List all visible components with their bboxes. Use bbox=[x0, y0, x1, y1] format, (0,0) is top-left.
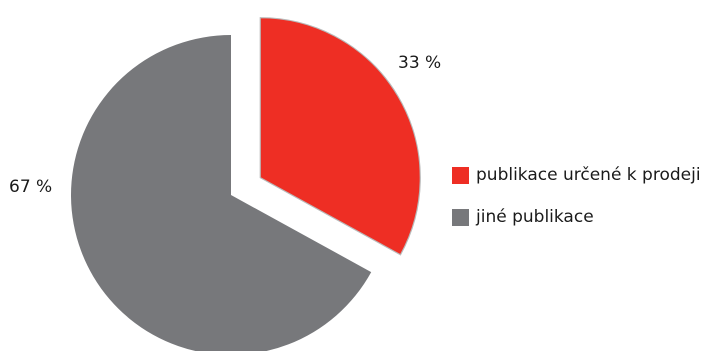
pie-slice-jine bbox=[71, 35, 372, 351]
legend-label-prodej: publikace určené k prodeji bbox=[476, 165, 701, 185]
legend-item-jine: jiné publikace bbox=[452, 206, 701, 228]
legend: publikace určené k prodeji jiné publikac… bbox=[452, 164, 701, 248]
legend-swatch-jine bbox=[452, 208, 469, 226]
legend-swatch-prodej bbox=[452, 166, 469, 184]
pie-labels: 33 % 67 % bbox=[9, 53, 441, 197]
pie-label-jine: 67 % bbox=[9, 177, 52, 197]
pie-slices bbox=[71, 17, 421, 351]
pie-label-prodej: 33 % bbox=[398, 53, 441, 73]
pie-slice-prodej bbox=[259, 17, 421, 256]
legend-item-prodej: publikace určené k prodeji bbox=[452, 164, 701, 186]
legend-label-jine: jiné publikace bbox=[476, 207, 594, 227]
